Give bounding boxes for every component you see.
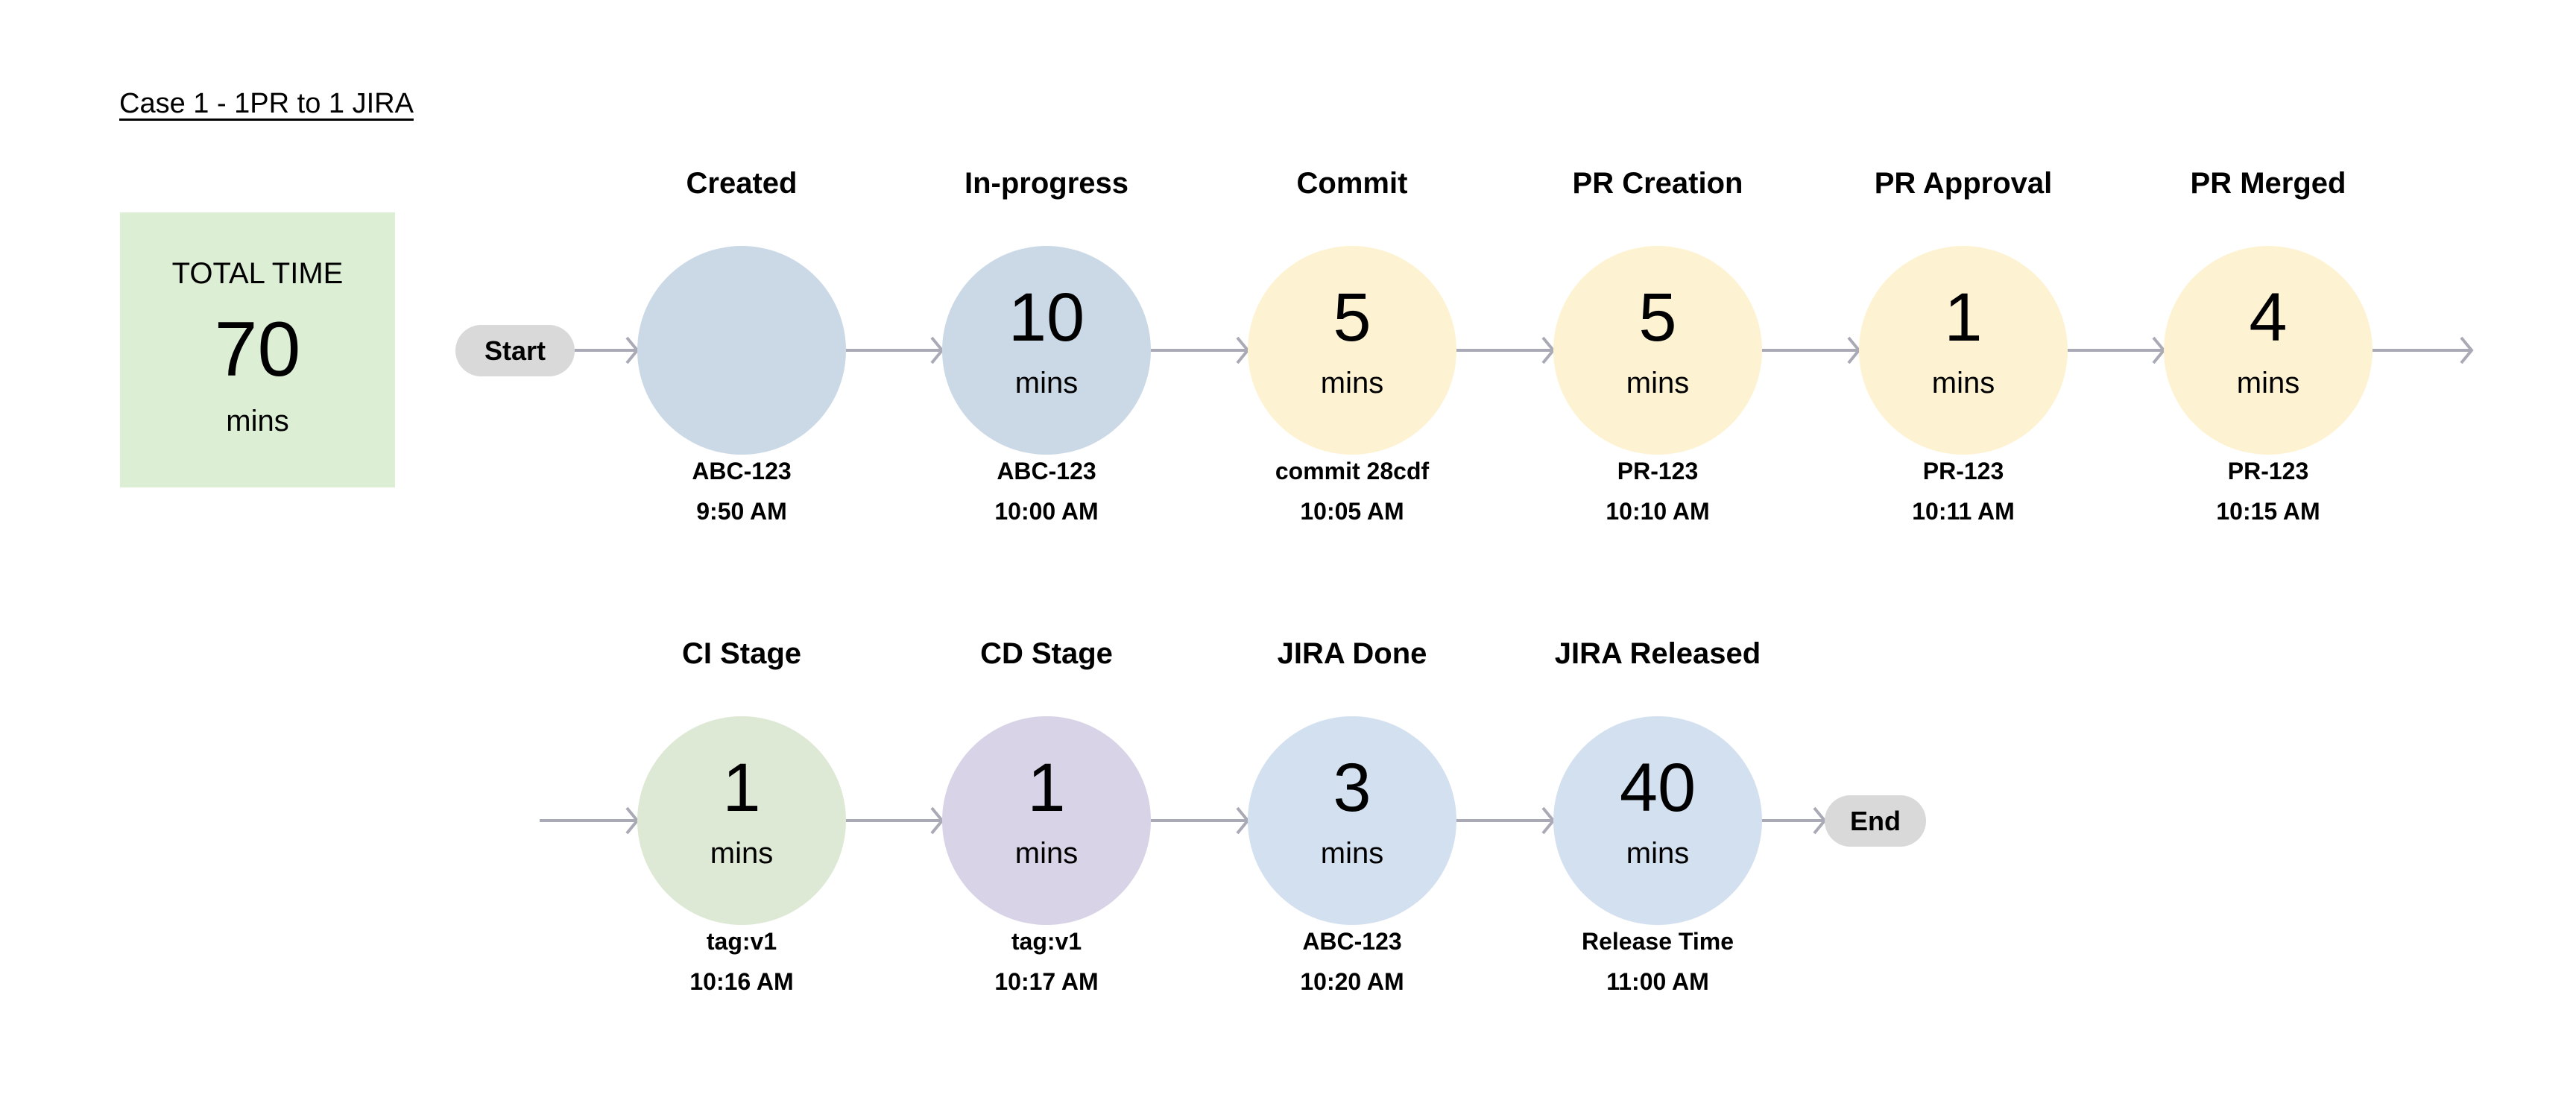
stage-name: JIRA Done — [1277, 637, 1427, 670]
stage-reference: tag:v1 — [706, 928, 777, 955]
stage-circle: 1 mins — [1859, 246, 2068, 455]
total-time-unit: mins — [226, 405, 289, 438]
total-time-card: TOTAL TIME 70 mins — [120, 212, 395, 487]
stage-duration: 1 — [1944, 279, 1983, 356]
stage-circle: 10 mins — [942, 246, 1151, 455]
stage-duration: 1 — [722, 750, 761, 826]
stage-duration-unit: mins — [1014, 367, 1079, 399]
stage-timestamp: 10:20 AM — [1300, 968, 1404, 995]
arrow — [846, 806, 944, 835]
stage-timestamp: 9:50 AM — [696, 498, 787, 525]
stage-name: PR Merged — [2190, 167, 2346, 200]
arrow — [1762, 806, 1827, 835]
stage-duration: 10 — [1008, 279, 1085, 356]
end-node: End — [1825, 795, 1926, 847]
arrow — [575, 336, 640, 364]
stage-circle — [637, 246, 846, 455]
case-title: Case 1 - 1PR to 1 JIRA — [119, 88, 414, 119]
stage-duration-unit: mins — [2236, 367, 2300, 399]
stage-name: In-progress — [964, 167, 1129, 200]
stage-duration: 4 — [2249, 279, 2288, 356]
stage-reference: ABC-123 — [692, 458, 792, 484]
stage-name: CD Stage — [980, 637, 1113, 670]
stage-circle: 5 mins — [1248, 246, 1456, 455]
stage-reference: ABC-123 — [1302, 928, 1402, 955]
stage-duration: 5 — [1333, 279, 1371, 356]
stage-reference: tag:v1 — [1011, 928, 1082, 955]
arrow — [2373, 336, 2474, 364]
arrow — [1456, 336, 1556, 364]
stage-duration: 5 — [1638, 279, 1677, 356]
stage-reference: PR-123 — [1617, 458, 1699, 484]
stage-reference: commit 28cdf — [1275, 458, 1430, 484]
stage-duration: 1 — [1027, 750, 1066, 826]
stage-reference: PR-123 — [2227, 458, 2309, 484]
stage-circle: 4 mins — [2164, 246, 2373, 455]
stage-circle: 1 mins — [942, 716, 1151, 925]
stage-duration: 40 — [1619, 750, 1696, 826]
stage-duration: 3 — [1333, 750, 1371, 826]
stage-timestamp: 10:15 AM — [2216, 498, 2320, 525]
stage-duration-unit: mins — [1320, 837, 1384, 870]
arrow — [1151, 336, 1250, 364]
stage-timestamp: 10:17 AM — [994, 968, 1099, 995]
stage-duration-unit: mins — [1014, 837, 1079, 870]
stage-name: Created — [686, 167, 798, 200]
stage-timestamp: 10:05 AM — [1300, 498, 1404, 525]
stage-name: PR Approval — [1874, 167, 2053, 200]
stage-duration-unit: mins — [1320, 367, 1384, 399]
stage-reference: PR-123 — [1922, 458, 2004, 484]
stage-name: Commit — [1296, 167, 1408, 200]
arrow — [540, 806, 640, 835]
total-time-label: TOTAL TIME — [171, 257, 344, 290]
stage-timestamp: 11:00 AM — [1606, 968, 1709, 995]
stage-duration-unit: mins — [1626, 367, 1690, 399]
stage-duration-unit: mins — [710, 837, 774, 870]
stage-circle: 3 mins — [1248, 716, 1456, 925]
stage-name: PR Creation — [1572, 167, 1743, 200]
total-time-value: 70 — [214, 306, 301, 393]
arrow — [2068, 336, 2166, 364]
stage-timestamp: 10:10 AM — [1606, 498, 1710, 525]
stage-name: CI Stage — [681, 637, 802, 670]
stage-circle: 40 mins — [1553, 716, 1762, 925]
arrow — [1762, 336, 1861, 364]
stage-timestamp: 10:11 AM — [1912, 498, 2015, 525]
arrow — [1456, 806, 1556, 835]
stage-name: JIRA Released — [1554, 637, 1761, 670]
stage-circle: 5 mins — [1553, 246, 1762, 455]
stage-reference: Release Time — [1582, 928, 1734, 955]
start-node: Start — [455, 325, 575, 376]
stage-duration-unit: mins — [1931, 367, 1995, 399]
stage-timestamp: 10:00 AM — [994, 498, 1099, 525]
stage-timestamp: 10:16 AM — [689, 968, 794, 995]
stage-reference: ABC-123 — [997, 458, 1096, 484]
stage-duration-unit: mins — [1626, 837, 1690, 870]
stage-circle: 1 mins — [637, 716, 846, 925]
arrow — [846, 336, 944, 364]
arrow — [1151, 806, 1250, 835]
